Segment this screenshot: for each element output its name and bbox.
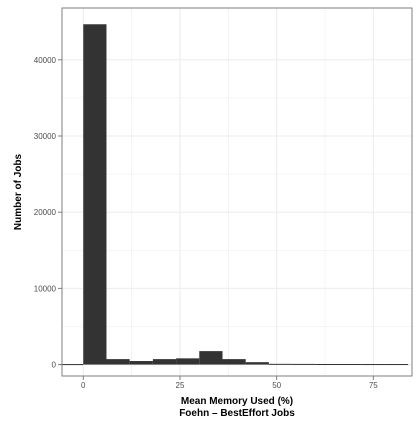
histogram-bar: [152, 359, 177, 365]
y-tick-label: 0: [52, 361, 57, 370]
chart-subtitle: Foehn – BestEffort Jobs: [179, 408, 295, 419]
panel-background: [62, 8, 412, 376]
histogram-bar: [83, 24, 107, 365]
histogram-bar: [384, 364, 409, 366]
histogram-bar: [60, 364, 84, 366]
y-tick-label: 30000: [34, 132, 57, 141]
histogram-bar: [315, 363, 339, 365]
histogram-bar: [129, 361, 153, 365]
histogram-bar: [245, 362, 269, 365]
bars: [60, 24, 409, 366]
histogram-bar: [292, 363, 316, 365]
histogram-bar: [176, 358, 200, 365]
y-axis-ticks: 0 10000 20000 30000 40000: [34, 56, 62, 370]
x-tick-label: 75: [369, 381, 378, 390]
x-tick-label: 50: [272, 381, 281, 390]
gridlines: [62, 8, 412, 376]
panel-border: [61, 7, 413, 377]
x-tick-label: 25: [176, 381, 185, 390]
histogram-bar: [222, 359, 246, 365]
y-tick-label: 20000: [34, 208, 57, 217]
histogram-bar: [338, 363, 362, 365]
histogram-bar: [199, 351, 223, 365]
histogram-bar: [106, 359, 130, 365]
x-axis-ticks: 0 25 50 75: [81, 376, 378, 390]
histogram-bar: [268, 363, 293, 365]
y-axis-title: Number of Jobs: [13, 154, 24, 231]
x-tick-label: 0: [81, 381, 86, 390]
y-tick-label: 40000: [34, 56, 57, 65]
y-tick-label: 10000: [34, 284, 57, 293]
histogram-bar: [361, 364, 385, 366]
x-axis-title: Mean Memory Used (%): [181, 396, 293, 407]
